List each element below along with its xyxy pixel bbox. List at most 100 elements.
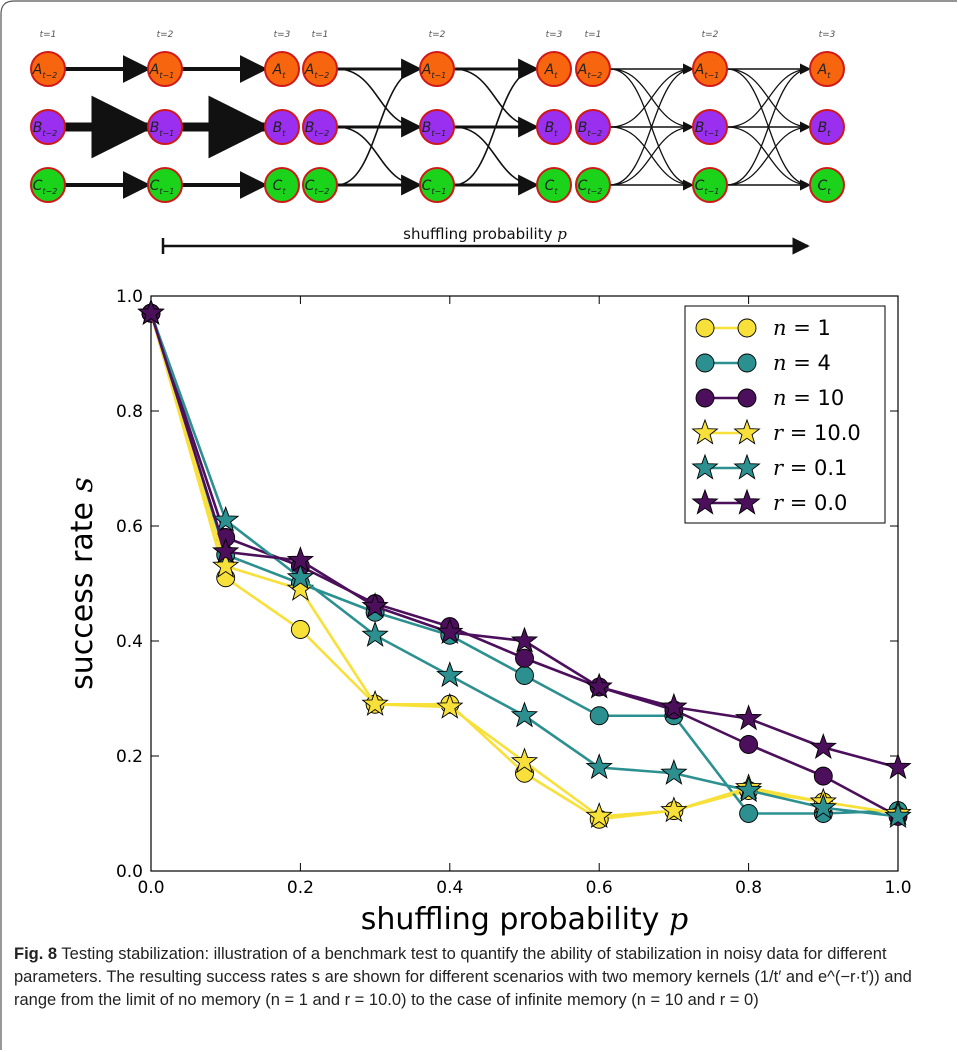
data-point [436, 618, 464, 644]
data-point [361, 689, 389, 716]
shuffle-arrow [336, 68, 421, 131]
state-node [264, 167, 300, 203]
state-node [575, 167, 611, 203]
data-point [286, 563, 315, 590]
caption-label: Fig. 8 [14, 945, 58, 963]
legend-label: n = 4 [773, 351, 831, 375]
legend-label: n = 10 [773, 386, 844, 410]
legend-marker [695, 353, 715, 373]
data-point [212, 505, 240, 532]
state-node [536, 51, 572, 87]
state-node [264, 51, 300, 87]
state-node [809, 167, 845, 203]
legend-marker [733, 488, 761, 515]
state-node [692, 109, 728, 145]
data-point [286, 546, 315, 573]
y-axis-label: success rate s [65, 477, 100, 690]
legend-marker [691, 418, 719, 445]
data-point [361, 620, 389, 647]
data-point [660, 758, 688, 785]
data-point [585, 672, 613, 699]
y-tick-label: 0.4 [116, 632, 143, 652]
state-node [419, 167, 455, 203]
x-tick-label: 0.8 [735, 878, 762, 898]
data-point [660, 692, 688, 719]
figure-caption: Fig. 8 Testing stabilization: illustrati… [14, 943, 944, 1012]
shuffle-arrow [726, 66, 811, 186]
y-tick-label: 1.0 [116, 287, 143, 307]
shuffle-arrow [453, 126, 538, 189]
x-tick-label: 0.6 [586, 878, 613, 898]
state-node [809, 51, 845, 87]
state-node [536, 167, 572, 203]
legend-marker [691, 453, 719, 480]
time-label: t=2 [429, 30, 446, 40]
time-label: t=1 [40, 30, 57, 40]
shuffle-arrow [336, 65, 421, 186]
x-tick-label: 1.0 [884, 878, 911, 898]
legend-marker [733, 453, 761, 480]
data-point [660, 796, 688, 823]
data-point [212, 537, 240, 564]
x-tick-label: 0.2 [287, 878, 314, 898]
shuffle-arrow [609, 124, 694, 186]
x-axis-label: shuffling probability p [361, 902, 688, 937]
shuffle-arrow [726, 66, 811, 128]
data-point [510, 701, 539, 728]
shuffle-arrow [609, 66, 694, 186]
legend-marker [691, 488, 719, 515]
time-label: t=2 [702, 30, 719, 40]
series-group [137, 298, 912, 829]
legend-marker [695, 318, 715, 338]
legend-marker [737, 388, 757, 408]
time-label: t=1 [312, 30, 329, 40]
data-point [813, 766, 833, 786]
data-point [739, 804, 759, 823]
x-tick-label: 0.0 [137, 878, 164, 898]
data-point [884, 753, 912, 780]
data-point [290, 620, 310, 639]
y-tick-label: 0.8 [116, 402, 143, 422]
x-tick-label: 0.4 [436, 878, 463, 898]
state-node [575, 109, 611, 145]
time-label: t=3 [819, 30, 836, 40]
caption-text: Testing stabilization: illustration of a… [14, 945, 912, 1009]
state-node [419, 109, 455, 145]
y-tick-label: 0.0 [116, 862, 143, 882]
state-node [419, 51, 455, 87]
y-tick-label: 0.2 [116, 747, 143, 767]
time-label: t=3 [274, 30, 291, 40]
state-node [147, 109, 183, 145]
data-point [510, 626, 539, 653]
shuffle-arrow [453, 65, 538, 186]
data-point [734, 776, 763, 803]
y-tick-label: 0.6 [116, 517, 143, 537]
legend-label: r = 0.0 [773, 491, 847, 515]
data-point [515, 666, 534, 685]
data-point [436, 692, 464, 719]
legend-label: r = 0.1 [773, 456, 847, 480]
state-node [302, 51, 338, 87]
legend-box [684, 305, 886, 524]
state-node [692, 51, 728, 87]
data-point [739, 735, 759, 754]
legend-label: n = 1 [773, 316, 831, 340]
state-node [147, 51, 183, 87]
data-point [137, 298, 165, 325]
shuffling-arrow-label: shuffling probability p [403, 225, 567, 243]
shuffle-arrow [336, 126, 421, 189]
state-node [809, 109, 845, 145]
state-node [30, 51, 66, 87]
state-node [302, 167, 338, 203]
data-point [884, 802, 912, 828]
data-point [585, 802, 613, 828]
data-point [361, 592, 389, 619]
time-label: t=3 [546, 30, 563, 40]
data-point [436, 661, 464, 688]
state-node [30, 167, 66, 203]
legend-marker [695, 388, 715, 408]
shuffle-arrow [453, 68, 538, 131]
data-point [585, 753, 613, 780]
